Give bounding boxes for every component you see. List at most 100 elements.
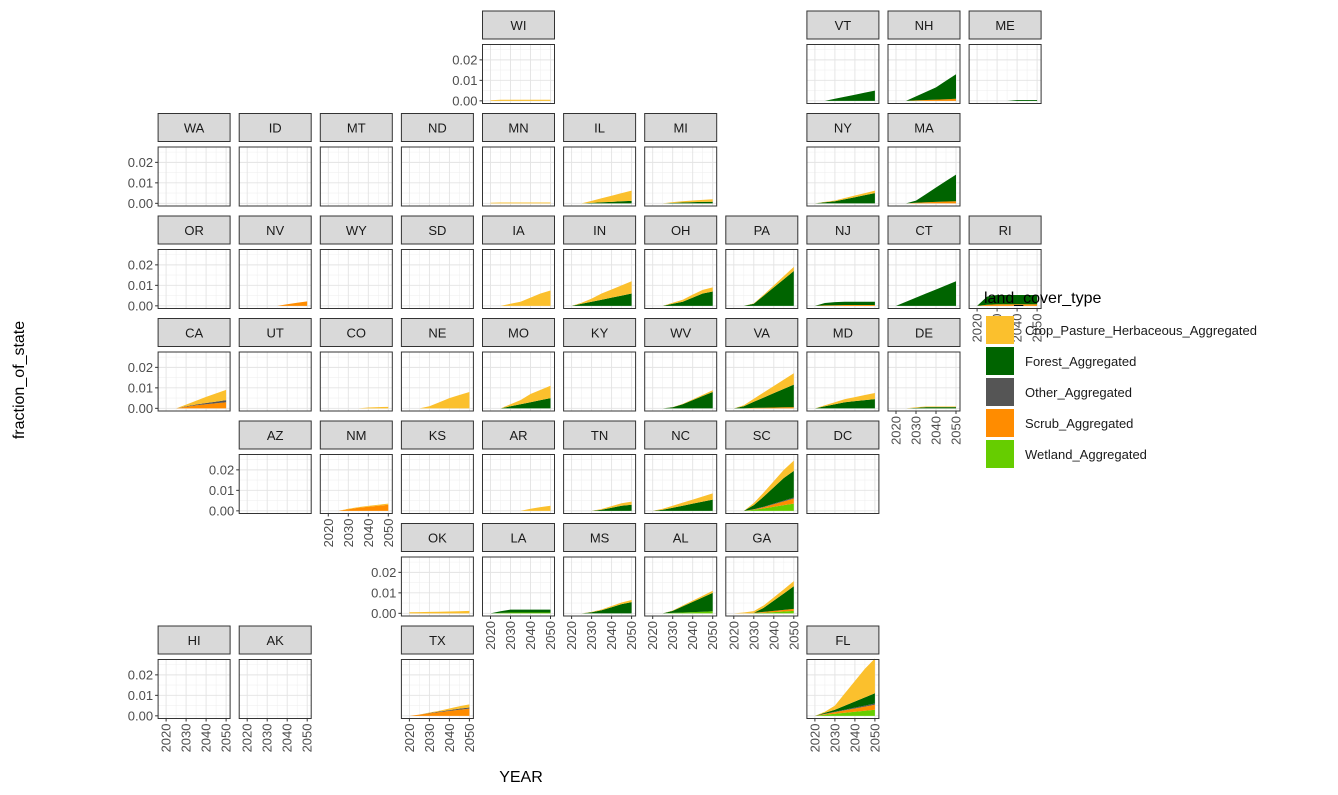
facet-strip-label: AL xyxy=(673,531,689,546)
x-tick-label: 2040 xyxy=(847,724,862,753)
facet-strip-label: NY xyxy=(834,121,852,136)
area-forest-nh xyxy=(896,74,956,101)
x-tick-label: 2040 xyxy=(199,724,214,753)
facet-panel-ut: UT xyxy=(238,318,312,412)
area-forest-il xyxy=(571,200,632,204)
facet-panel-co: CO xyxy=(319,318,393,412)
area-forest-fl xyxy=(814,693,875,716)
legend-label-crop: Crop_Pasture_Herbaceous_Aggregated xyxy=(1025,323,1257,338)
area-scrub-fl xyxy=(814,704,875,716)
facet-strip-label: CT xyxy=(915,223,932,238)
facet-strip xyxy=(400,625,474,655)
area-crop-md xyxy=(814,392,875,409)
y-tick-label: 0.00 xyxy=(128,401,153,416)
area-forest-wv xyxy=(652,391,713,409)
facet-strip-label: MN xyxy=(508,121,528,136)
facet-strip xyxy=(725,318,799,347)
facet-strip xyxy=(400,113,474,142)
panel-background xyxy=(969,44,1042,104)
facet-strip-label: DC xyxy=(834,428,853,443)
area-scrub-ma xyxy=(896,201,956,204)
y-tick-label: 0.00 xyxy=(128,196,153,211)
panel-border xyxy=(806,454,880,514)
panel-border xyxy=(806,44,880,104)
facet-strip xyxy=(319,420,393,450)
area-crop-mi xyxy=(652,199,713,204)
facet-panel-in: IN xyxy=(563,215,637,309)
facet-strip-label: RI xyxy=(999,223,1012,238)
facet-strip xyxy=(482,420,555,450)
x-tick-label: 2050 xyxy=(786,621,801,650)
facet-panel-tn: TN xyxy=(563,420,637,514)
facet-panel-me: ME xyxy=(968,10,1042,104)
panel-border xyxy=(725,351,799,412)
y-tick-label: 0.00 xyxy=(452,93,477,108)
area-crop-ca xyxy=(166,389,227,409)
area-crop-fl xyxy=(814,658,875,716)
facet-panel-va: VA xyxy=(725,318,799,412)
facet-strip xyxy=(319,113,393,142)
x-tick-label: 2050 xyxy=(705,621,720,650)
facet-strip xyxy=(806,420,880,450)
facet-panel-ks: KS xyxy=(400,420,474,514)
facet-strip-label: MA xyxy=(914,121,934,136)
facet-panel-fl: FL 2020 2030 2040 2050 xyxy=(806,625,882,753)
facet-strip-label: WA xyxy=(184,121,205,136)
panel-border xyxy=(238,146,312,207)
panel-background xyxy=(239,659,312,719)
panel-border xyxy=(563,249,637,309)
legend-label-scrub: Scrub_Aggregated xyxy=(1025,416,1133,431)
panel-background xyxy=(401,557,474,616)
area-forest-oh xyxy=(652,291,713,306)
x-tick-label: 2050 xyxy=(381,519,396,548)
facet-strip xyxy=(644,523,718,552)
facet-strip xyxy=(400,215,474,245)
y-tick-label: 0.02 xyxy=(128,155,153,170)
panel-border xyxy=(238,351,312,412)
facet-panel-ms: MS 2020 2030 2040 2050 xyxy=(563,523,639,650)
facet-panel-nc: NC xyxy=(644,420,718,514)
facet-strip xyxy=(968,215,1042,245)
area-crop-nm xyxy=(328,503,389,511)
facet-strip-label: IA xyxy=(512,223,525,238)
area-forest-mo xyxy=(490,398,551,409)
facet-strip xyxy=(644,318,718,347)
facet-strip-label: WY xyxy=(346,223,367,238)
panel-background xyxy=(320,249,393,309)
y-tick-label: 0.00 xyxy=(209,503,234,518)
x-tick-label: 2020 xyxy=(645,621,660,650)
area-forest-ny xyxy=(814,193,875,204)
panel-border xyxy=(644,146,718,207)
panel-border xyxy=(563,146,637,207)
area-scrub-nm xyxy=(328,504,389,511)
panel-border xyxy=(806,659,880,719)
facet-panel-nj: NJ xyxy=(806,215,880,309)
facet-panel-tx: TX 2020 2030 2040 2050 xyxy=(400,625,477,752)
y-tick-label: 0.00 xyxy=(128,298,153,313)
area-scrub-va xyxy=(733,407,794,409)
panel-border xyxy=(400,454,474,514)
panel-border xyxy=(806,351,880,412)
area-scrub-sc xyxy=(733,498,794,511)
facet-panel-il: IL xyxy=(563,113,637,207)
facet-strip xyxy=(644,420,718,450)
facet-panel-nh: NH xyxy=(887,10,961,104)
facet-panel-ca: CA 0.00 0.01 0.02 xyxy=(128,318,231,416)
facet-panel-nm: NM 2020 2030 2040 2050 xyxy=(319,420,396,548)
facet-strip xyxy=(563,318,637,347)
panel-border xyxy=(400,146,474,207)
facet-panel-az: AZ 0.00 0.01 0.02 xyxy=(209,420,312,518)
panel-border xyxy=(482,44,555,104)
panel-background xyxy=(239,454,312,514)
facet-strip-label: NM xyxy=(346,428,366,443)
facet-panel-wy: WY xyxy=(319,215,393,309)
area-forest-ct xyxy=(896,281,956,306)
facet-strip-label: SD xyxy=(428,223,446,238)
panel-background xyxy=(563,352,636,411)
x-tick-label: 2020 xyxy=(807,724,822,753)
panel-border xyxy=(157,249,231,309)
y-tick-label: 0.01 xyxy=(128,175,153,190)
panel-background xyxy=(320,454,393,514)
facet-strip xyxy=(563,113,637,142)
x-tick-label: 2040 xyxy=(523,621,538,650)
